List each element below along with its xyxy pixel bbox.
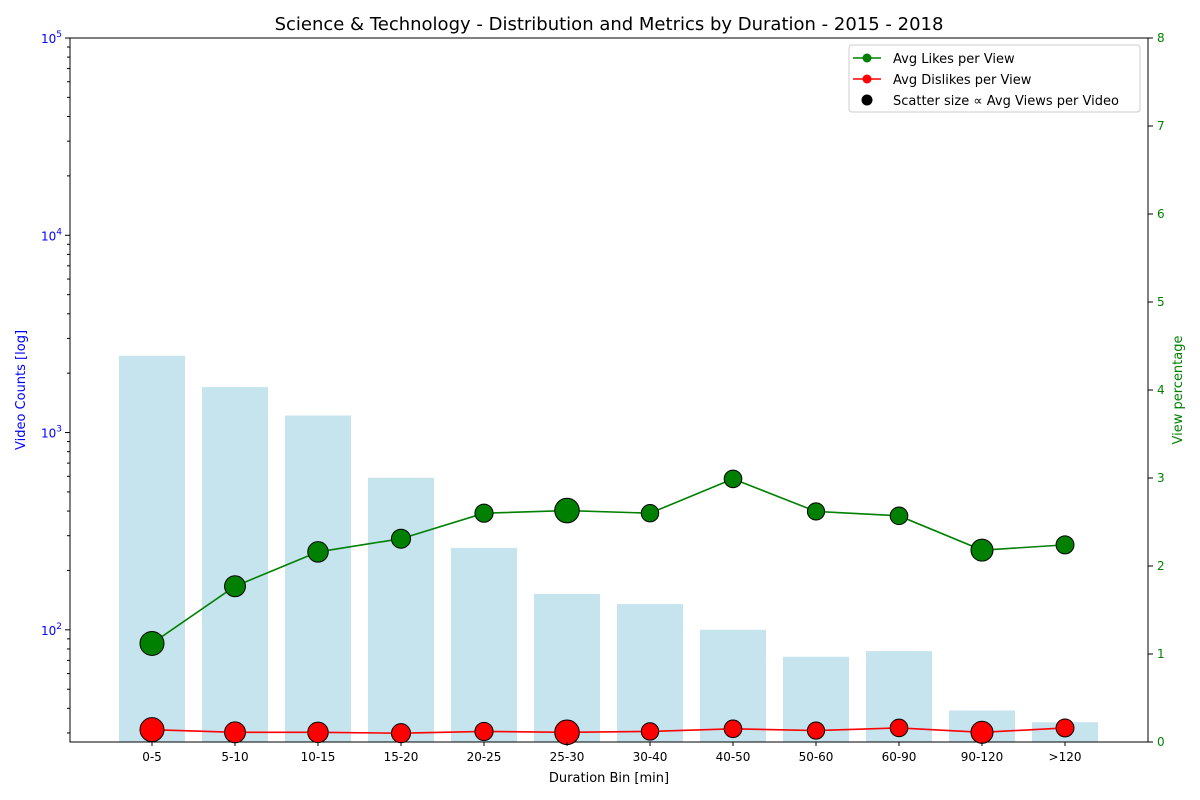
- x-tick-label: 10-15: [301, 750, 336, 764]
- x-tick-label: >120: [1049, 750, 1082, 764]
- x-axis: 0-5 5-10 10-15 15-20 20-25 25-30 30-40 40-50 50-…: [142, 742, 1081, 764]
- bar-30-40: [617, 604, 683, 742]
- avg-dislikes-per-view-line: [151, 727, 1066, 735]
- x-tick-label: 15-20: [384, 750, 419, 764]
- avg-likes-per-view-point: [139, 630, 165, 656]
- legend: Avg Likes per View Avg Dislikes per View S…: [848, 44, 1141, 113]
- y2-tick-label: 8: [1157, 31, 1165, 45]
- avg-likes-per-view-point: [224, 575, 246, 598]
- bar-5-10: [202, 387, 268, 742]
- avg-dislikes-per-view-point: [307, 721, 329, 744]
- y2-tick-label: 1: [1157, 647, 1165, 661]
- y2-tick-label: 3: [1157, 471, 1165, 485]
- bars-layer: [119, 355, 1098, 742]
- y-tick-label: 103: [41, 425, 62, 441]
- avg-dislikes-per-view-point: [640, 722, 660, 741]
- legend-marker-swatch: [862, 53, 872, 63]
- avg-likes-per-view-point: [723, 469, 743, 489]
- bar-25-30: [534, 593, 600, 742]
- avg-dislikes-per-view-point: [889, 718, 909, 738]
- avg-dislikes-per-view-point: [554, 719, 580, 746]
- x-tick-label: 30-40: [633, 750, 668, 764]
- bar-20-25: [451, 547, 517, 742]
- avg-likes-per-view-point: [640, 504, 660, 523]
- y2-tick-label: 4: [1157, 383, 1165, 397]
- x-tick-label: 60-90: [882, 750, 917, 764]
- legend-dot-swatch: [861, 94, 873, 106]
- x-tick-label: 25-30: [550, 750, 585, 764]
- lines-layer: [139, 469, 1075, 746]
- y-axis-left: 102 103 104 105: [41, 30, 71, 742]
- legend-label: Scatter size ∝ Avg Views per Video: [893, 94, 1119, 109]
- x-tick-label: 90-120: [961, 750, 1004, 764]
- avg-likes-per-view-point: [474, 503, 494, 523]
- avg-likes-per-view-point: [889, 506, 909, 526]
- legend-label: Avg Dislikes per View: [893, 73, 1032, 88]
- avg-dislikes-per-view-point: [1055, 718, 1075, 738]
- bar-0-5: [119, 355, 185, 742]
- x-tick-label: 50-60: [799, 750, 834, 764]
- avg-likes-per-view-point: [307, 541, 329, 563]
- y2-tick-label: 6: [1157, 207, 1165, 221]
- avg-dislikes-per-view-point: [139, 717, 165, 743]
- avg-dislikes-per-view-point: [224, 721, 246, 744]
- chart-title: Science & Technology - Distribution and …: [275, 14, 944, 35]
- y2-tick-label: 7: [1157, 119, 1165, 133]
- y-axis-right: 0 1 2 3 4 5 6 7 8: [1148, 31, 1165, 749]
- x-tick-label: 0-5: [142, 750, 162, 764]
- bar-10-15: [285, 415, 351, 742]
- legend-marker-swatch: [862, 74, 872, 84]
- y-tick-label: 105: [41, 30, 62, 46]
- x-tick-label: 20-25: [467, 750, 502, 764]
- avg-dislikes-per-view-point: [723, 719, 743, 739]
- y2-tick-label: 0: [1157, 735, 1165, 749]
- y2-axis-label: View percentage: [1171, 336, 1186, 445]
- avg-likes-per-view-point: [554, 497, 580, 524]
- y-axis-label: Video Counts [log]: [14, 330, 29, 450]
- avg-likes-per-view-line: [151, 478, 1066, 645]
- avg-likes-per-view-point: [1055, 535, 1075, 555]
- legend-label: Avg Likes per View: [893, 52, 1015, 67]
- avg-dislikes-per-view-point: [970, 720, 994, 744]
- bar-15-20: [368, 477, 434, 742]
- avg-likes-per-view-point: [390, 528, 412, 549]
- avg-dislikes-per-view-point: [390, 723, 412, 744]
- x-axis-label: Duration Bin [min]: [549, 771, 669, 786]
- y-tick-label: 104: [41, 227, 62, 243]
- legend-box: [848, 44, 1141, 113]
- x-tick-label: 40-50: [716, 750, 751, 764]
- avg-likes-per-view-point: [806, 502, 826, 521]
- avg-dislikes-per-view-point: [806, 721, 826, 740]
- avg-dislikes-per-view-point: [474, 721, 494, 742]
- x-tick-label: 5-10: [221, 750, 248, 764]
- avg-likes-per-view-point: [970, 538, 994, 562]
- y2-tick-label: 2: [1157, 559, 1165, 573]
- y2-tick-label: 5: [1157, 295, 1165, 309]
- y-tick-label: 102: [41, 622, 62, 638]
